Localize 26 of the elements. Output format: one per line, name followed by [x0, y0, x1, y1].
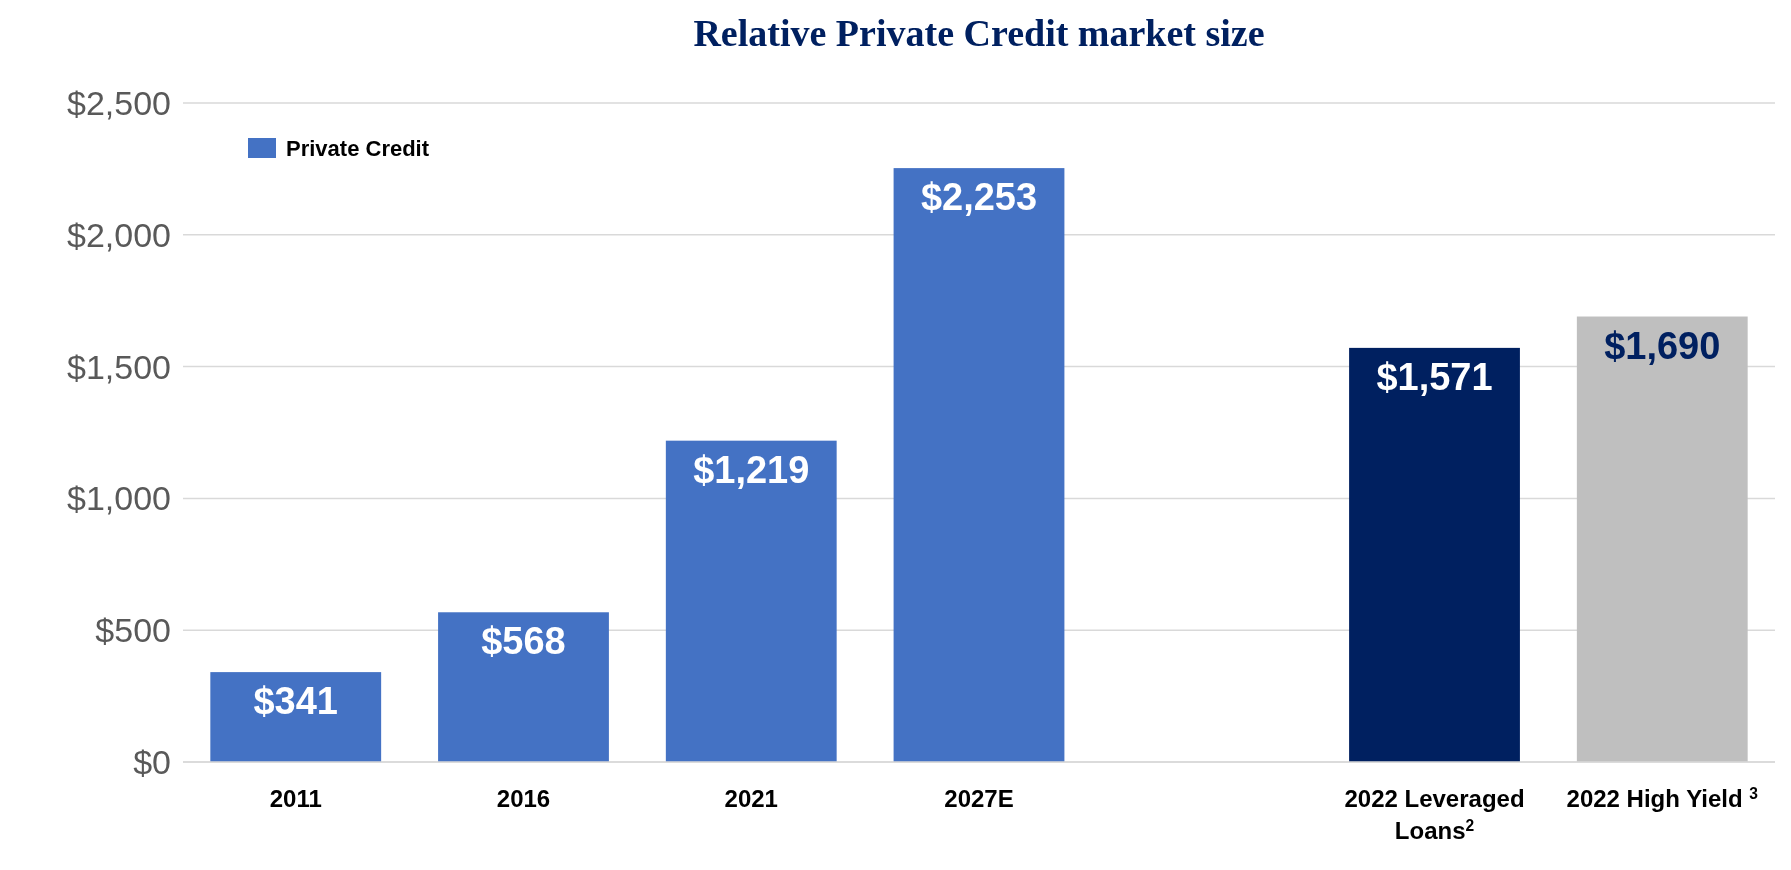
x-tick-label: 2021 — [724, 785, 778, 812]
chart-title: Relative Private Credit market size — [693, 12, 1265, 54]
y-tick-label: $1,000 — [67, 479, 171, 518]
bar — [210, 672, 382, 762]
bar — [893, 168, 1065, 762]
data-label: $568 — [481, 620, 566, 663]
data-label: $2,253 — [920, 176, 1038, 219]
x-tick-label: 2022 Leveraged Loans$^{2}$ — [1344, 785, 1525, 844]
x-tick-label: 2011 — [269, 785, 322, 812]
bar — [665, 440, 837, 762]
x-tick-label: 2022 High Yield $^{3}$ — [1566, 784, 1759, 812]
y-tick-label: $1,500 — [67, 347, 171, 386]
data-label: $341 — [253, 680, 339, 723]
y-tick-label: $500 — [95, 611, 171, 650]
legend-label: Private Credit — [286, 135, 430, 161]
bar — [438, 612, 609, 762]
data-label: $1,690 — [1604, 324, 1721, 367]
y-tick-label: $2,500 — [67, 83, 171, 122]
y-tick-label: $2,000 — [67, 215, 171, 254]
data-label: $1,219 — [693, 448, 810, 491]
bar — [1576, 316, 1748, 762]
bar — [1349, 347, 1520, 762]
y-tick-label: $0 — [133, 742, 171, 781]
x-tick-label: 2016 — [496, 785, 551, 812]
x-tick-label: 2027E — [944, 785, 1014, 812]
data-label: $1,571 — [1376, 355, 1493, 398]
